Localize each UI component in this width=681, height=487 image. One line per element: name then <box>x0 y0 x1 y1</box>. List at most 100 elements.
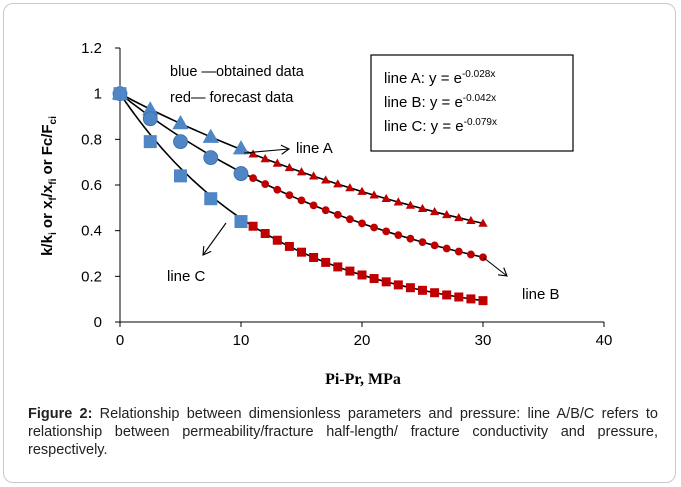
obtained-point-line-c <box>113 87 127 101</box>
caption-label: Figure 2: <box>28 406 93 422</box>
figure-caption: Figure 2: Relationship between dimension… <box>28 405 658 459</box>
forecast-point-line-b <box>430 241 439 250</box>
forecast-point-line-a <box>393 197 403 206</box>
forecast-point-line-c <box>466 294 476 304</box>
forecast-point-line-c <box>369 274 379 284</box>
forecast-point-line-a <box>272 158 282 167</box>
forecast-point-line-a <box>284 162 295 172</box>
obtained-point-line-a <box>232 140 250 155</box>
y-tick-label: 1.2 <box>81 40 102 57</box>
arrow-line-c <box>202 222 227 256</box>
forecast-point-line-a <box>357 186 367 195</box>
forecast-point-line-c <box>248 221 258 231</box>
forecast-point-line-c <box>272 235 282 245</box>
equation-exponent: -0.042x <box>463 93 496 104</box>
forecast-point-line-a <box>417 203 428 212</box>
forecast-point-line-c <box>321 257 331 267</box>
obtained-point-line-b <box>142 111 158 127</box>
equation-line-a: line A: y = e-0.028x <box>384 69 495 87</box>
note-blue: blue —obtained data <box>170 64 305 80</box>
forecast-point-line-a <box>442 209 452 219</box>
y-label-subscript: ci <box>48 116 59 125</box>
chart: 0 10 20 30 40 0 0.2 0.4 0.6 0.8 1 1.2 blue —obtaine… <box>39 40 612 388</box>
obtained-point-line-a <box>142 101 159 116</box>
equation-box <box>370 54 574 152</box>
y-label-part: /x <box>39 184 56 197</box>
forecast-point-line-b <box>442 244 451 253</box>
arrow-line-b <box>483 257 508 277</box>
x-tick-label: 30 <box>475 332 492 349</box>
forecast-point-line-c <box>345 266 355 276</box>
forecast-point-line-b <box>454 247 463 256</box>
forecast-point-line-a <box>248 149 258 158</box>
equation-base: line A: y = e <box>384 70 462 87</box>
forecast-point-line-c <box>418 285 427 295</box>
forecast-point-line-c <box>478 296 488 306</box>
y-label-part: or x <box>39 200 56 232</box>
forecast-point-line-b <box>249 174 258 183</box>
forecast-point-line-b <box>370 223 379 232</box>
y-tick-label: 0.8 <box>81 131 102 148</box>
forecast-point-line-a <box>296 167 307 176</box>
label-line-a: line A <box>296 140 333 157</box>
annotations: blue —obtained data red— forecast data l… <box>167 54 574 303</box>
forecast-point-line-b <box>333 210 342 219</box>
forecast-point-line-a <box>321 175 331 184</box>
forecast-point-line-b <box>273 185 282 194</box>
axes: 0 10 20 30 40 0 0.2 0.4 0.6 0.8 1 1.2 <box>81 40 612 349</box>
forecast-point-line-b <box>285 191 294 200</box>
forecast-point-line-a <box>429 206 440 216</box>
forecast-point-line-b <box>261 180 270 188</box>
x-tick-label: 10 <box>233 332 250 349</box>
x-tick-label: 40 <box>596 332 613 349</box>
y-tick-label: 0.2 <box>81 268 102 285</box>
forecast-point-line-b <box>406 234 415 243</box>
label-line-c: line C <box>167 268 206 285</box>
forecast-point-line-b <box>382 227 391 236</box>
forecast-point-line-a <box>333 179 343 188</box>
forecast-point-line-c <box>357 270 367 280</box>
obtained-point-line-c <box>143 135 157 149</box>
forecast-point-line-b <box>418 238 427 246</box>
arrow-line-c-head <box>202 245 212 256</box>
equation-line-b: line B: y = e-0.042x <box>384 93 496 111</box>
y-axis-label: k/ki or xf/xfi or Fc/Fci <box>39 116 59 256</box>
obtained-point-line-a <box>172 114 189 130</box>
forecast-point-line-b <box>394 231 403 239</box>
y-label-subscript: i <box>48 232 59 235</box>
y-label-part: k/k <box>39 234 56 256</box>
obtained-point-line-b <box>233 166 249 181</box>
forecast-point-line-a <box>454 212 464 222</box>
equation-exponent: -0.028x <box>462 69 495 80</box>
forecast-point-line-c <box>393 280 403 290</box>
obtained-point-line-b <box>173 134 188 150</box>
equation-base: line B: y = e <box>384 94 463 111</box>
forecast-point-line-c <box>309 252 319 262</box>
forecast-point-line-a <box>466 215 476 224</box>
forecast-point-line-c <box>430 288 440 298</box>
forecast-point-line-b <box>321 206 330 215</box>
forecast-point-line-b <box>345 215 354 224</box>
caption-text: Relationship between dimensionless param… <box>28 406 658 458</box>
forecast-point-line-c <box>405 283 415 293</box>
forecast-point-line-b <box>309 201 318 210</box>
y-tick-label: 0.4 <box>81 223 102 240</box>
y-tick-label: 0.6 <box>81 177 102 194</box>
obtained-point-line-c <box>204 192 218 206</box>
obtained-point-line-c <box>234 215 248 229</box>
forecast-point-line-a <box>345 183 355 192</box>
label-line-b: line B <box>522 286 560 303</box>
equation-base: line C: y = e <box>384 118 464 135</box>
arrow-line-a <box>243 148 290 154</box>
forecast-point-line-c <box>381 277 391 287</box>
arrow-line-b-head <box>498 267 508 277</box>
forecast-point-line-b <box>466 250 475 259</box>
obtained-point-line-b <box>203 150 219 166</box>
x-axis-label: Pi-Pr, MPa <box>325 371 401 388</box>
arrow-line-a-head <box>280 144 291 155</box>
forecast-points <box>248 149 488 306</box>
forecast-point-line-b <box>297 196 306 205</box>
forecast-point-line-a <box>369 190 379 199</box>
y-label-subscript: f <box>48 197 59 201</box>
obtained-points <box>111 85 250 229</box>
